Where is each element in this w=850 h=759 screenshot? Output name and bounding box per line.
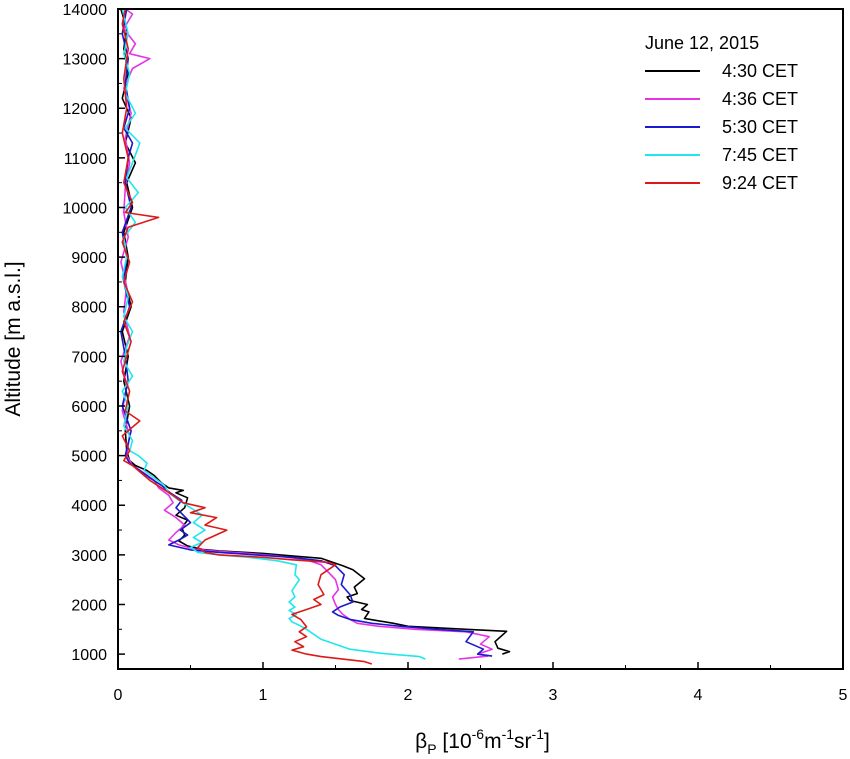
legend-label: 9:24 CET bbox=[722, 173, 798, 193]
x-axis-title-open: [10 bbox=[437, 730, 472, 753]
series-line bbox=[121, 8, 373, 665]
x-axis-title: βP [10-6m-1sr-1] bbox=[415, 726, 550, 757]
legend-label: 5:30 CET bbox=[722, 117, 798, 137]
legend-label: 7:45 CET bbox=[722, 145, 798, 165]
y-tick-label: 10000 bbox=[63, 200, 108, 217]
x-axis-title-exp3: -1 bbox=[532, 726, 545, 742]
legend-label: 4:30 CET bbox=[722, 61, 798, 81]
x-axis-title-symbol: β bbox=[415, 730, 427, 753]
y-tick-label: 11000 bbox=[64, 151, 107, 168]
x-tick-label: 1 bbox=[259, 687, 268, 704]
series-layer bbox=[120, 8, 511, 665]
y-tick-label: 7000 bbox=[71, 349, 107, 366]
y-axis-title: Altitude [m a.s.l.] bbox=[2, 261, 25, 416]
y-tick-label: 2000 bbox=[71, 597, 107, 614]
x-tick-label: 3 bbox=[549, 687, 558, 704]
x-axis-title-sr: sr bbox=[514, 730, 532, 753]
y-tick-label: 5000 bbox=[71, 449, 107, 466]
y-tick-label: 12000 bbox=[63, 101, 108, 118]
y-tick-label: 6000 bbox=[71, 399, 107, 416]
series-line bbox=[120, 8, 493, 657]
x-axis-title-close: ] bbox=[544, 730, 550, 753]
legend: June 12, 2015 4:30 CET 4:36 CET 5:30 CET 7:… bbox=[645, 33, 798, 193]
x-axis-title-m: m bbox=[484, 730, 502, 753]
x-tick-label: 4 bbox=[694, 687, 703, 704]
y-tick-label: 1000 bbox=[71, 647, 107, 664]
y-tick-label: 14000 bbox=[63, 2, 108, 19]
series-line bbox=[120, 8, 511, 655]
y-tick-label: 8000 bbox=[71, 300, 107, 317]
ticks-layer: 0 1 2 3 4 5 1000 2000 3000 4000 5000 6000 7000 8000 90… bbox=[63, 2, 848, 704]
x-axis-title-exp1: -6 bbox=[472, 726, 485, 742]
x-tick-label: 0 bbox=[114, 687, 123, 704]
y-tick-label: 9000 bbox=[71, 250, 107, 267]
y-tick-label: 4000 bbox=[71, 498, 107, 515]
x-axis-title-subscript: P bbox=[427, 741, 436, 757]
x-axis-title-exp2: -1 bbox=[502, 726, 515, 742]
y-tick-label: 13000 bbox=[63, 52, 108, 69]
legend-label: 4:36 CET bbox=[722, 89, 798, 109]
y-tick-label: 3000 bbox=[71, 548, 107, 565]
legend-items: 4:30 CET 4:36 CET 5:30 CET 7:45 CET 9:24 CET bbox=[645, 61, 798, 193]
series-line bbox=[121, 8, 426, 660]
x-tick-label: 2 bbox=[404, 687, 413, 704]
legend-title: June 12, 2015 bbox=[645, 33, 759, 53]
x-tick-label: 5 bbox=[839, 687, 848, 704]
